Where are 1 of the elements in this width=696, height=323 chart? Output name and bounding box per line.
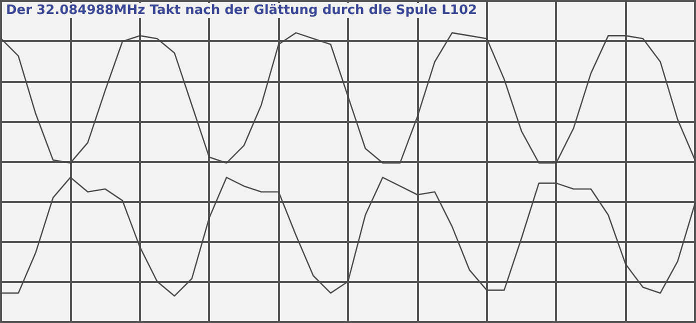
chart-title: Der 32.084988MHz Takt nach der Glättung durch dle Spule L102	[6, 3, 478, 18]
